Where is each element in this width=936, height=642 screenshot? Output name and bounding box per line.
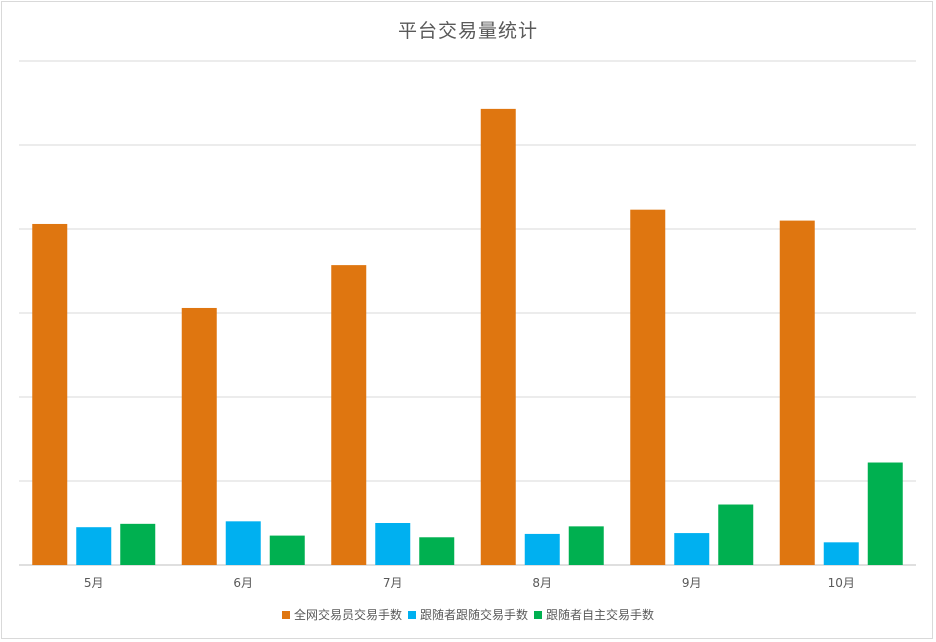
bar-series-1-cat-2 [181,307,217,565]
bar-chart: 5月 6月 7月 8月 9月 10月 [19,60,916,590]
x-tick-label: 6月 [233,576,253,590]
bar-series-2-cat-6 [823,542,859,565]
bar-series-2-cat-4 [524,533,560,565]
bar-series-2-cat-5 [674,533,710,565]
gridlines [19,60,916,566]
bars [32,108,903,565]
bar-series-2-cat-2 [225,521,261,565]
bar-series-1-cat-3 [331,265,367,565]
bar-series-1-cat-4 [480,108,516,565]
bar-series-3-cat-1 [120,523,156,565]
legend-item-1: 全网交易员交易手数 [281,606,402,623]
legend-item-3: 跟随者自主交易手数 [534,606,654,623]
legend-label: 全网交易员交易手数 [293,608,402,622]
legend-swatch [534,610,542,619]
bar-series-2-cat-3 [375,523,411,565]
legend-swatch [281,610,290,619]
legend-label: 跟随者跟随交易手数 [419,608,528,622]
x-tick-label: 5月 [84,576,104,590]
x-tick-label: 7月 [383,576,403,590]
chart-title: 平台交易量统计 [397,20,538,42]
bar-series-1-cat-1 [32,223,68,565]
bar-series-3-cat-6 [867,462,903,565]
legend-item-2: 跟随者跟随交易手数 [407,606,528,623]
bar-series-3-cat-4 [568,526,604,565]
bar-series-3-cat-5 [718,504,754,565]
bar-series-1-cat-5 [630,209,666,565]
legend-swatch [407,610,416,619]
x-axis-ticks: 5月 6月 7月 8月 9月 10月 [84,576,855,590]
bar-series-2-cat-1 [76,527,112,565]
x-tick-label: 8月 [532,576,552,590]
legend-label: 跟随者自主交易手数 [546,608,655,622]
bar-series-1-cat-6 [779,220,815,565]
bar-series-3-cat-2 [269,535,305,565]
x-tick-label: 10月 [828,576,855,590]
legend: 全网交易员交易手数 跟随者跟随交易手数 跟随者自主交易手数 [2,606,934,623]
x-tick-label: 9月 [682,576,702,590]
bar-series-3-cat-3 [419,537,455,565]
